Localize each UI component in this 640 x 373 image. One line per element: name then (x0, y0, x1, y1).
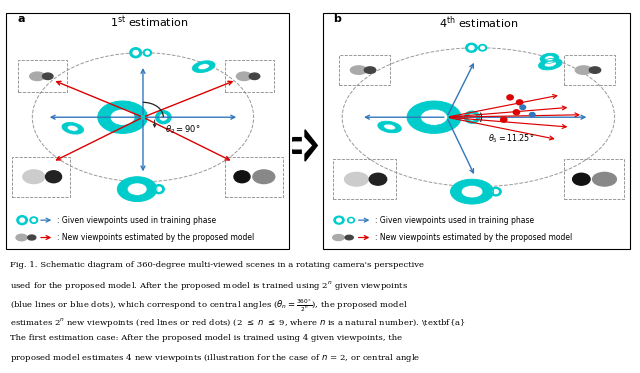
Text: $\theta_2 = 90°$: $\theta_2 = 90°$ (165, 123, 200, 136)
Text: (blue lines or blue dots), which correspond to central angles ($\theta_n = \frac: (blue lines or blue dots), which corresp… (10, 297, 407, 314)
Circle shape (349, 219, 353, 222)
Text: : Given viewpoints used in training phase: : Given viewpoints used in training phas… (376, 216, 534, 225)
Circle shape (516, 100, 523, 105)
Bar (339, 55, 390, 85)
Circle shape (17, 216, 28, 225)
Text: The first estimation case: After the proposed model is trained using 4 given vie: The first estimation case: After the pro… (10, 334, 402, 342)
Ellipse shape (378, 121, 401, 133)
Ellipse shape (407, 101, 461, 133)
Bar (12, 157, 70, 197)
Ellipse shape (67, 125, 78, 131)
Circle shape (145, 51, 149, 54)
Ellipse shape (545, 56, 554, 61)
FancyBboxPatch shape (6, 13, 289, 249)
Bar (333, 159, 396, 199)
Ellipse shape (420, 109, 447, 125)
Text: 4$^{\mathrm{th}}$ estimation: 4$^{\mathrm{th}}$ estimation (439, 14, 518, 31)
Ellipse shape (234, 171, 250, 183)
Bar (225, 157, 283, 197)
Circle shape (154, 185, 164, 194)
Ellipse shape (249, 73, 260, 79)
Circle shape (500, 117, 507, 122)
Ellipse shape (589, 67, 601, 73)
Ellipse shape (62, 122, 84, 134)
Circle shape (130, 48, 141, 58)
Ellipse shape (42, 73, 53, 79)
Text: 1$^{\mathrm{st}}$ estimation: 1$^{\mathrm{st}}$ estimation (109, 14, 188, 30)
Circle shape (490, 187, 501, 196)
Circle shape (143, 49, 152, 56)
Circle shape (507, 95, 513, 100)
Ellipse shape (29, 72, 45, 81)
Ellipse shape (545, 61, 556, 67)
Text: : New viewpoints estimated by the proposed model: : New viewpoints estimated by the propos… (57, 233, 254, 242)
Ellipse shape (236, 72, 252, 81)
Circle shape (520, 105, 525, 110)
Ellipse shape (28, 235, 36, 240)
Ellipse shape (351, 66, 367, 74)
Bar (18, 60, 67, 93)
Circle shape (30, 217, 38, 223)
FancyArrow shape (292, 136, 311, 155)
Circle shape (465, 111, 479, 123)
Text: : Given viewpoints used in training phase: : Given viewpoints used in training phas… (57, 216, 216, 225)
Circle shape (32, 219, 35, 222)
Circle shape (513, 110, 520, 115)
Text: Fig. 1. Schematic diagram of 360-degree multi-viewed scenes in a rotating camera: Fig. 1. Schematic diagram of 360-degree … (10, 261, 424, 269)
Ellipse shape (540, 53, 559, 63)
Circle shape (157, 187, 161, 191)
Circle shape (493, 190, 499, 194)
Circle shape (133, 50, 138, 55)
FancyBboxPatch shape (323, 13, 630, 249)
Circle shape (466, 43, 477, 52)
Circle shape (479, 44, 486, 51)
Ellipse shape (117, 177, 157, 201)
Ellipse shape (344, 172, 368, 186)
Ellipse shape (538, 58, 562, 70)
Ellipse shape (333, 235, 344, 241)
Ellipse shape (364, 67, 376, 73)
Ellipse shape (253, 170, 275, 184)
Circle shape (529, 113, 535, 117)
Ellipse shape (192, 61, 215, 72)
Ellipse shape (384, 124, 396, 130)
Circle shape (334, 216, 344, 224)
Text: b: b (333, 14, 340, 24)
Text: proposed model estimates 4 new viewpoints (illustration for the case of $n$ = 2,: proposed model estimates 4 new viewpoint… (10, 352, 420, 364)
Text: used for the proposed model. After the proposed model is trained using 2$^n$ giv: used for the proposed model. After the p… (10, 279, 408, 292)
Ellipse shape (461, 185, 483, 198)
Ellipse shape (575, 66, 592, 74)
Text: $\theta_5 = 11.25°$: $\theta_5 = 11.25°$ (488, 132, 534, 145)
Ellipse shape (451, 179, 493, 204)
Ellipse shape (127, 183, 147, 195)
Ellipse shape (98, 101, 147, 133)
Text: estimates 2$^n$ new viewpoints (red lines or red dots) (2 $\leq$ $n$ $\leq$ 9, w: estimates 2$^n$ new viewpoints (red line… (10, 316, 465, 329)
Circle shape (156, 111, 171, 124)
Ellipse shape (23, 170, 45, 184)
Bar (564, 159, 624, 199)
Bar (564, 55, 614, 85)
Circle shape (469, 46, 474, 50)
Circle shape (160, 114, 167, 120)
Text: : New viewpoints estimated by the proposed model: : New viewpoints estimated by the propos… (376, 233, 573, 242)
Circle shape (20, 218, 24, 222)
Bar (225, 60, 274, 93)
Ellipse shape (369, 173, 387, 185)
Ellipse shape (573, 173, 590, 185)
Circle shape (337, 218, 341, 222)
Ellipse shape (45, 171, 61, 183)
Ellipse shape (16, 234, 27, 241)
Ellipse shape (345, 235, 353, 240)
Ellipse shape (198, 64, 209, 70)
Circle shape (481, 46, 484, 49)
Ellipse shape (110, 109, 135, 125)
Circle shape (348, 217, 355, 223)
Text: a: a (18, 14, 25, 24)
FancyArrow shape (292, 130, 317, 161)
Circle shape (468, 115, 476, 120)
Ellipse shape (593, 172, 616, 186)
